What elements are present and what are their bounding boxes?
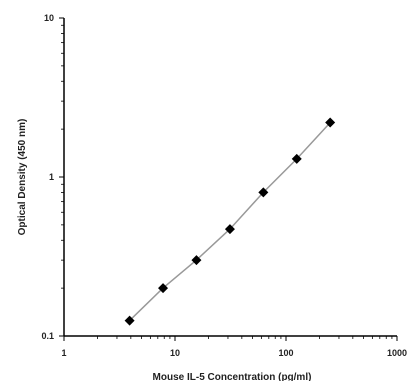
data-point-marker (158, 283, 169, 294)
data-point-marker (191, 255, 202, 266)
y-tick-label: 0.1 (41, 331, 54, 341)
data-point-marker (224, 224, 235, 235)
x-tick-label: 100 (278, 348, 293, 358)
axis-ticks (59, 17, 398, 341)
series-line (129, 122, 331, 322)
data-point-marker (291, 153, 302, 164)
data-point-marker (325, 117, 336, 128)
y-tick-label: 1 (49, 172, 54, 182)
tick-labels: 1 10 100 1000 0.1 1 10 (41, 13, 407, 358)
x-tick-label: 10 (170, 348, 180, 358)
x-tick-label: 1 (61, 348, 66, 358)
data-point-marker (258, 187, 269, 198)
y-tick-label: 10 (44, 13, 54, 23)
data-point-marker (124, 315, 135, 326)
x-tick-label: 1000 (387, 348, 407, 358)
data-markers (124, 117, 336, 326)
y-axis-title: Optical Density (450 nm) (17, 119, 28, 236)
x-axis-title: Mouse IL-5 Concentration (pg/ml) (153, 372, 312, 381)
